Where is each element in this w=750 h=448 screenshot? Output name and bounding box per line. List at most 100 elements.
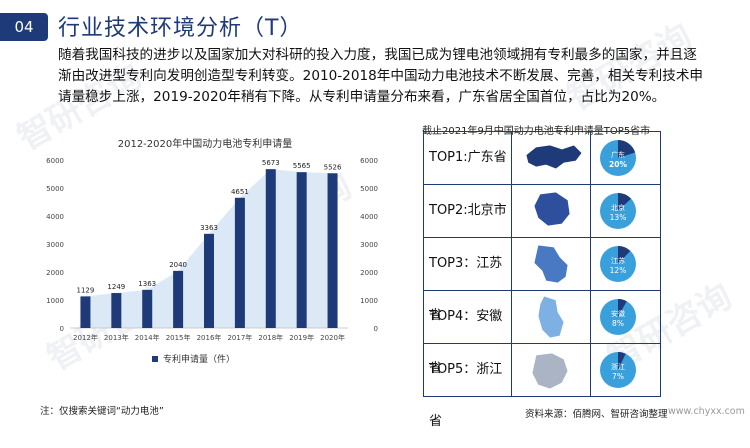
data-label: 1363 [138, 280, 156, 288]
legend-label: 专利申请量（件） [163, 355, 236, 365]
y-tick-label-right: 2000 [360, 269, 378, 277]
site-url: www.chyxx.com [668, 406, 745, 417]
x-tick-label: 2016年 [197, 333, 222, 342]
y-tick-label-left: 4000 [46, 213, 64, 221]
chart-svg: 0 0 1000 1000 2000 2000 3000 3000 4000 4000 5000 50… [46, 157, 378, 342]
province-map-cell [512, 132, 591, 184]
province-map-icon [533, 191, 571, 227]
x-tick-label: 2015年 [166, 333, 191, 342]
x-tick-label: 2014年 [135, 333, 160, 342]
share-pie-cell: 安徽 8% [591, 291, 660, 343]
pie-slice [618, 193, 632, 211]
pie-slice [618, 352, 626, 370]
pie-slice [618, 246, 631, 264]
y-tick-label-left: 1000 [46, 297, 64, 305]
pie-percent-label: 7% [612, 372, 624, 381]
x-tick-label: 2018年 [258, 333, 283, 342]
y-tick-label-right: 1000 [360, 297, 378, 305]
province-map-cell [512, 238, 591, 290]
y-tick-label-right: 6000 [360, 157, 378, 165]
y-tick-label-left: 2000 [46, 269, 64, 277]
province-shape [533, 191, 571, 227]
pie-name-label: 江苏 [611, 256, 625, 265]
x-tick-label: 2020年 [320, 333, 345, 342]
section-badge: 04 [0, 13, 48, 41]
y-tick-label-right: 4000 [360, 213, 378, 221]
province-map-icon [537, 295, 565, 339]
pie-name-label: 浙江 [611, 362, 625, 371]
province-shape [533, 244, 569, 284]
data-source: 资料来源：佰腾网、智研咨询整理 [525, 409, 668, 420]
y-tick-label-right: 5000 [360, 185, 378, 193]
y-tick-label-left: 0 [60, 325, 64, 333]
ranking-row: TOP2:北京市 北京 13% [424, 185, 660, 238]
page-title: 行业技术环境分析（T） [58, 16, 303, 41]
y-tick-label-right: 0 [374, 325, 378, 333]
pie-name-label: 广东 [611, 150, 625, 159]
data-label: 5673 [262, 159, 280, 167]
ranking-label: TOP3：江苏省 [424, 238, 512, 323]
share-pie-cell: 广东 20% [591, 132, 660, 184]
chart-legend: 专利申请量（件） [152, 352, 235, 365]
bar [173, 270, 184, 328]
footnote: 注：仅搜索关键词“动力电池” [40, 406, 164, 417]
ranking-row: TOP4：安徽省 安徽 8% [424, 291, 660, 376]
pie-percent-label: 12% [610, 266, 627, 275]
pie-percent-label: 20% [609, 160, 627, 169]
bar [204, 233, 214, 328]
pie-slice [618, 140, 636, 158]
bar [80, 296, 91, 328]
province-map-icon [533, 244, 569, 284]
x-tick-label: 2019年 [289, 333, 314, 342]
pie-name-label: 安徽 [611, 309, 625, 318]
x-tick-label: 2012年 [73, 333, 98, 342]
province-shape [531, 352, 569, 390]
legend-swatch [152, 355, 158, 362]
bar [111, 293, 122, 328]
province-map-cell [512, 185, 591, 237]
data-label: 5526 [324, 163, 342, 171]
province-map-icon [531, 352, 569, 390]
x-tick-label: 2017年 [227, 333, 252, 342]
ranking-label: TOP2:北京市 [424, 185, 512, 237]
share-pie-cell: 浙江 7% [591, 344, 660, 396]
chart-title: 2012-2020年中国动力电池专利申请量 [117, 139, 293, 150]
province-map-cell [512, 291, 591, 343]
bar [265, 169, 276, 328]
ranking-row: TOP5：浙江省 浙江 7% [424, 344, 660, 429]
data-label: 3363 [200, 224, 218, 232]
ranking-table: TOP1:广东省 广东 20% TOP2:北京市 北京 13% TOP3：江苏省 江苏 12% T… [423, 131, 661, 429]
pie-percent-label: 13% [610, 213, 627, 222]
ranking-row: TOP3：江苏省 江苏 12% [424, 238, 660, 323]
data-label: 2040 [169, 261, 187, 269]
bar [142, 289, 153, 328]
y-tick-label-left: 6000 [46, 157, 64, 165]
province-map-icon [525, 144, 583, 170]
province-shape [537, 295, 565, 339]
data-label: 5565 [293, 162, 311, 170]
province-map-cell [512, 344, 591, 396]
province-shape [525, 144, 583, 170]
ranking-label: TOP1:广东省 [424, 132, 512, 184]
share-pie: 安徽8% [600, 299, 636, 335]
ranking-label: TOP4：安徽省 [424, 291, 512, 376]
pie-percent-label: 8% [612, 319, 624, 328]
pie-name-label: 北京 [611, 203, 625, 212]
bar [327, 173, 338, 328]
x-tick-label: 2013年 [104, 333, 129, 342]
body-paragraph: 随着我国科技的进步以及国家加大对科研的投入力度，我国已成为锂电池领域拥有专利最多… [58, 47, 704, 105]
share-pie: 浙江7% [600, 352, 636, 388]
ranking-row: TOP1:广东省 广东 20% [424, 132, 660, 185]
y-tick-label-right: 3000 [360, 241, 378, 249]
patent-chart: 2012-2020年中国动力电池专利申请量 0 0 1000 1000 2000 2000… [30, 132, 380, 382]
data-label: 1249 [107, 283, 125, 291]
ranking-label: TOP5：浙江省 [424, 344, 512, 429]
y-tick-label-left: 3000 [46, 241, 64, 249]
data-label: 4651 [231, 188, 249, 196]
bar [234, 197, 245, 328]
y-tick-label-left: 5000 [46, 185, 64, 193]
bar [296, 172, 307, 328]
